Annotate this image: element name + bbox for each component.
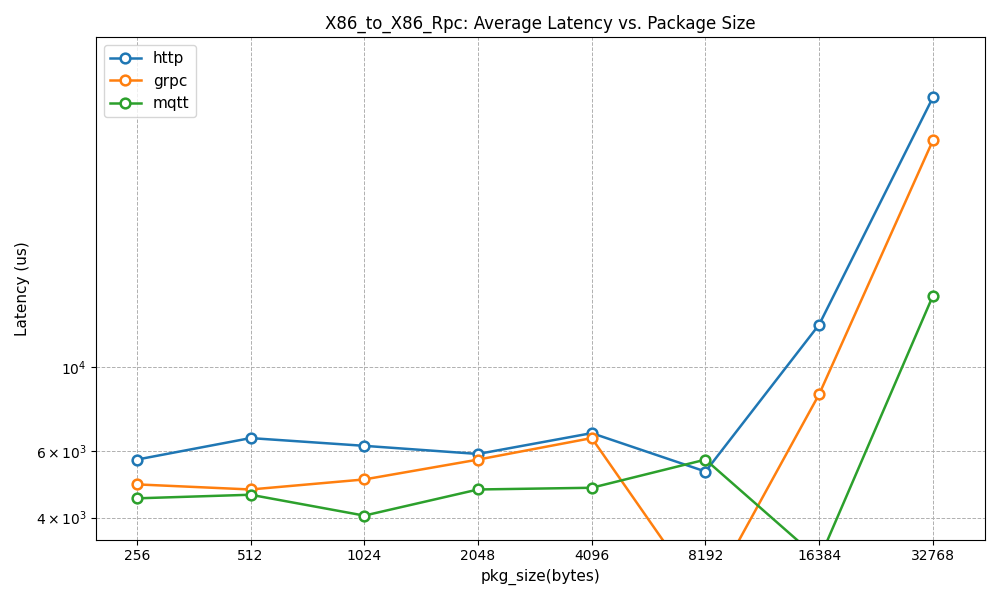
Title: X86_to_X86_Rpc: Average Latency vs. Package Size: X86_to_X86_Rpc: Average Latency vs. Pack… <box>325 15 756 33</box>
Legend: http, grpc, mqtt: http, grpc, mqtt <box>104 45 196 118</box>
Y-axis label: Latency (us): Latency (us) <box>15 241 30 336</box>
http <box>131 456 143 463</box>
mqtt <box>358 512 370 519</box>
mqtt <box>586 484 598 491</box>
mqtt <box>699 456 711 463</box>
http <box>472 451 484 458</box>
http <box>927 94 939 101</box>
grpc <box>813 391 825 398</box>
grpc <box>927 137 939 144</box>
http <box>586 430 598 437</box>
Line: grpc: grpc <box>132 136 938 600</box>
mqtt <box>131 495 143 502</box>
grpc <box>245 486 257 493</box>
grpc <box>586 434 598 442</box>
mqtt <box>472 486 484 493</box>
mqtt <box>927 292 939 299</box>
X-axis label: pkg_size(bytes): pkg_size(bytes) <box>481 569 601 585</box>
grpc <box>472 456 484 463</box>
http <box>699 468 711 475</box>
grpc <box>358 476 370 483</box>
Line: mqtt: mqtt <box>132 291 938 564</box>
http <box>245 434 257 442</box>
grpc <box>699 598 711 600</box>
http <box>358 442 370 449</box>
http <box>813 321 825 328</box>
mqtt <box>813 556 825 563</box>
grpc <box>131 481 143 488</box>
mqtt <box>245 491 257 499</box>
Line: http: http <box>132 92 938 476</box>
